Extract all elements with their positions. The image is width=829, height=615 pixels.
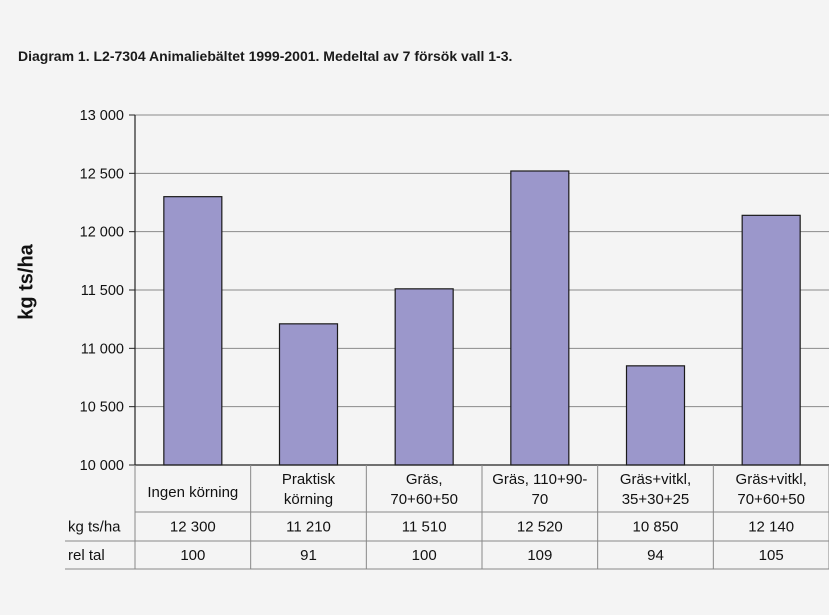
category-label: Praktisk <box>282 471 336 488</box>
y-tick-label: 13 000 <box>80 108 124 124</box>
bar <box>163 196 223 466</box>
category-label: Ingen körning <box>147 484 238 501</box>
category-label: 70 <box>531 491 548 508</box>
table-cell: 11 210 <box>286 519 331 536</box>
data-table: Ingen körning Praktisk körning Gräs, 70+60+5… <box>65 465 829 570</box>
bar <box>625 365 686 466</box>
grid-lines <box>135 114 829 408</box>
table-cell: 109 <box>527 547 552 564</box>
table-cell: 12 300 <box>170 519 216 536</box>
category-label: Gräs, <box>406 471 443 488</box>
y-tick-label: 10 000 <box>80 458 124 474</box>
y-tick-label: 12 000 <box>80 225 124 241</box>
table-row-label: rel tal <box>68 547 105 564</box>
category-label: körning <box>284 491 333 508</box>
table-cell: 91 <box>300 547 317 564</box>
bar <box>394 288 454 466</box>
category-label: 35+30+25 <box>622 491 690 508</box>
table-cell: 94 <box>647 547 664 564</box>
table-cell: 105 <box>759 547 784 564</box>
bars <box>163 170 801 466</box>
table-row-label: kg ts/ha <box>68 519 121 536</box>
y-tick-label: 11 000 <box>81 341 124 357</box>
table-cell: 11 510 <box>402 519 447 536</box>
category-label: 70+60+50 <box>737 491 805 508</box>
bar <box>741 214 801 466</box>
table-cell: 100 <box>412 547 437 564</box>
bar <box>278 323 339 466</box>
y-tick-label: 12 500 <box>80 166 124 182</box>
category-label: Gräs+vitkl, <box>620 471 691 488</box>
y-tick-labels: 10 000 10 500 11 000 11 500 12 000 12 500 13 0… <box>80 108 124 474</box>
chart-title: Diagram 1. L2-7304 Animaliebältet 1999-2… <box>18 48 513 64</box>
y-tick-label: 10 500 <box>80 400 124 416</box>
bar <box>510 170 570 466</box>
category-label: Gräs+vitkl, <box>736 471 807 488</box>
category-label: 70+60+50 <box>390 491 458 508</box>
table-cell: 12 140 <box>748 519 794 536</box>
table-cell: 12 520 <box>517 519 563 536</box>
y-tick-label: 11 500 <box>81 283 124 299</box>
table-cell: 10 850 <box>633 519 679 536</box>
category-label: Gräs, 110+90- <box>492 471 587 488</box>
table-cell: 100 <box>180 547 205 564</box>
